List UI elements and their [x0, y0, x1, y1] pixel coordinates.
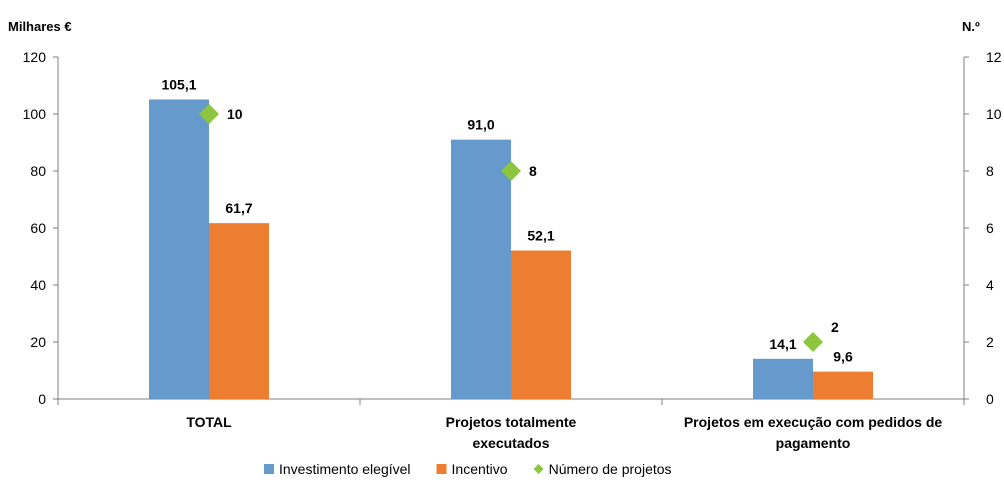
category-label: Projetos totalmente	[446, 414, 577, 430]
category-label: executados	[472, 435, 549, 451]
category-label: Projetos em execução com pedidos de	[684, 414, 943, 430]
left-tick-label: 40	[30, 277, 46, 293]
bar	[209, 223, 269, 399]
bar-data-label: 61,7	[225, 200, 252, 216]
right-tick-label: 8	[986, 163, 994, 179]
right-tick-label: 6	[986, 220, 994, 236]
left-tick-label: 120	[23, 49, 47, 65]
bar	[753, 358, 813, 399]
marker-point	[501, 161, 521, 181]
marker-data-label: 8	[529, 163, 537, 179]
marker-point	[199, 104, 219, 124]
bar	[149, 99, 209, 399]
bar-data-label: 52,1	[527, 228, 554, 244]
bar	[451, 139, 511, 399]
right-tick-label: 0	[986, 391, 994, 407]
category-label: TOTAL	[186, 414, 232, 430]
marker-data-label: 10	[227, 106, 243, 122]
right-tick-label: 4	[986, 277, 994, 293]
legend-label: Número de projetos	[549, 461, 672, 477]
marker-data-label: 2	[831, 319, 839, 335]
bar-data-label: 105,1	[161, 76, 196, 92]
category-label: pagamento	[776, 435, 851, 451]
left-tick-label: 20	[30, 334, 46, 350]
left-tick-label: 100	[23, 106, 47, 122]
marker-point	[803, 332, 823, 352]
bar	[813, 371, 873, 399]
left-tick-label: 0	[38, 391, 46, 407]
markers-group	[199, 104, 823, 352]
bars-group	[149, 99, 873, 399]
left-axis-unit-label: Milhares €	[8, 19, 72, 34]
bar	[511, 250, 571, 399]
bar-data-label: 91,0	[467, 117, 494, 133]
legend-label: Investimento elegível	[279, 461, 411, 477]
right-tick-label: 10	[986, 106, 1002, 122]
bar-data-label: 9,6	[833, 349, 853, 365]
right-axis-unit-label: N.º	[962, 19, 980, 34]
right-tick-label: 2	[986, 334, 994, 350]
bar-data-label: 14,1	[769, 336, 796, 352]
left-tick-label: 60	[30, 220, 46, 236]
legend-swatch	[436, 464, 447, 474]
legend-swatch	[264, 464, 274, 474]
left-tick-label: 80	[30, 163, 46, 179]
axes: 0 20 40 60 80 100 120 0 2 4 6 8 10 12 TOTAL Projetos to…	[23, 49, 1002, 451]
legend: Investimento elegível Incentivo Número de …	[264, 461, 672, 477]
legend-label: Incentivo	[452, 461, 508, 477]
legend-swatch	[533, 464, 544, 474]
right-tick-label: 12	[986, 49, 1002, 65]
data-labels-group: 105,1 61,7 91,0 52,1 14,1 9,6 10 8 2	[161, 76, 852, 364]
